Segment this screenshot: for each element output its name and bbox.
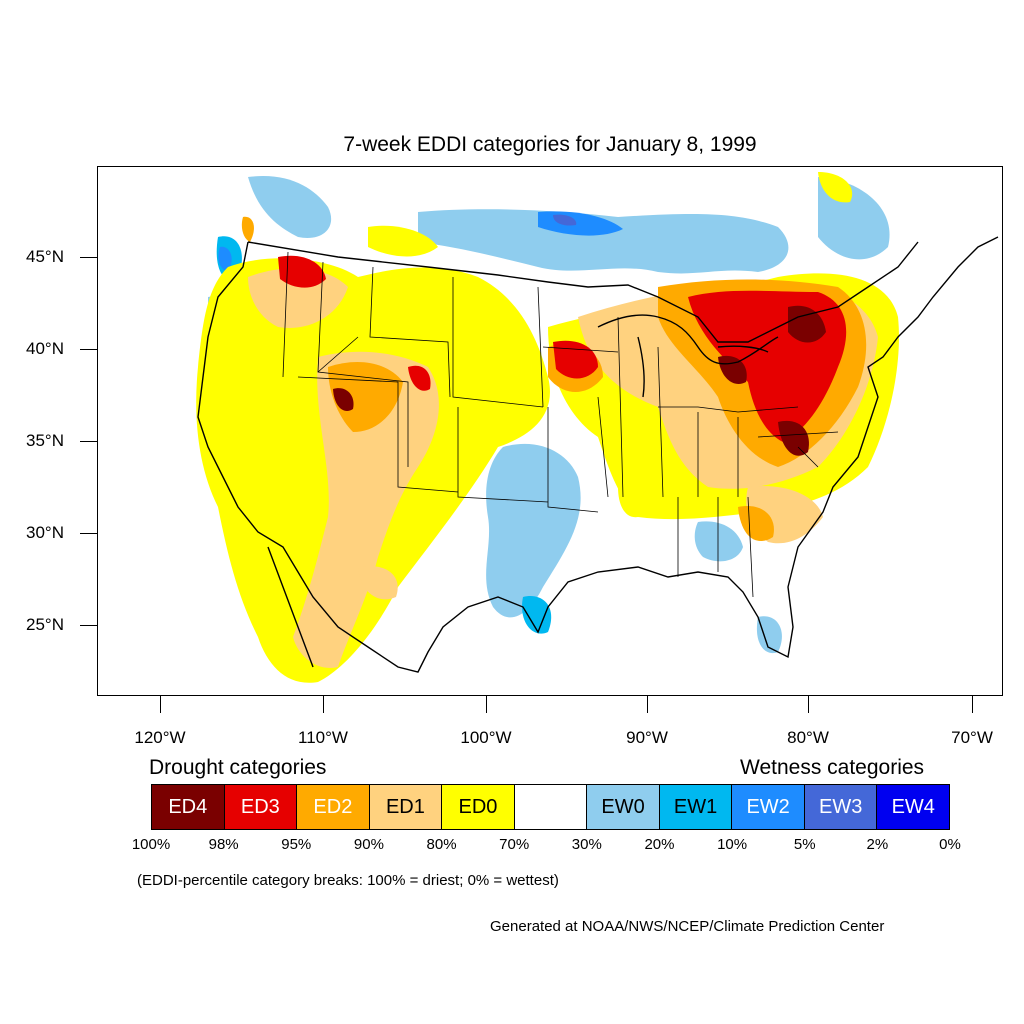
legend-swatch-ed4: ED4 — [152, 785, 225, 829]
lat-tick-40 — [80, 349, 97, 350]
lat-label-45: 45°N — [26, 247, 64, 266]
legend-swatch-ew2: EW2 — [732, 785, 805, 829]
lon-tick-70 — [972, 696, 973, 713]
category-legend: ED4 ED3 ED2 ED1 ED0 EW0 EW1 EW2 EW3 EW4 — [151, 784, 950, 830]
map-frame — [97, 166, 1003, 696]
category-note: (EDDI-percentile category breaks: 100% =… — [137, 872, 559, 889]
category-fields — [196, 172, 899, 683]
percentile-label: 90% — [353, 836, 384, 853]
lon-tick-100 — [486, 696, 487, 713]
percentile-label: 100% — [131, 836, 171, 853]
lat-label-40: 40°N — [26, 339, 64, 358]
lon-label-120: 120°W — [134, 728, 186, 747]
lat-label-30: 30°N — [26, 523, 64, 542]
lon-tick-90 — [647, 696, 648, 713]
lat-label-25: 25°N — [26, 615, 64, 634]
lon-label-110: 110°W — [298, 728, 348, 747]
percentile-label: 5% — [793, 836, 816, 853]
lon-label-100: 100°W — [460, 728, 512, 747]
percentile-label: 95% — [281, 836, 312, 853]
legend-swatch-ed2: ED2 — [297, 785, 370, 829]
baja — [267, 546, 314, 668]
state-borders — [282, 251, 839, 598]
percentile-label: 70% — [499, 836, 530, 853]
lon-label-90: 90°W — [626, 728, 668, 747]
lat-tick-45 — [80, 257, 97, 258]
lon-tick-110 — [323, 696, 324, 713]
percentile-label: 98% — [208, 836, 239, 853]
canada-border — [247, 241, 919, 343]
drought-categories-heading: Drought categories — [149, 756, 327, 779]
wetness-categories-heading: Wetness categories — [740, 756, 925, 779]
legend-swatch-ed1: ED1 — [369, 785, 443, 829]
us-outline — [197, 236, 999, 673]
lon-tick-80 — [808, 696, 809, 713]
map-title: 7-week EDDI categories for January 8, 19… — [343, 133, 757, 156]
lat-tick-35 — [80, 441, 97, 442]
percentile-label: 2% — [866, 836, 889, 853]
legend-swatch-ew1: EW1 — [659, 785, 733, 829]
lat-tick-25 — [80, 625, 97, 626]
percentile-label: 0% — [939, 836, 961, 853]
great-lakes — [597, 314, 779, 398]
lon-tick-120 — [160, 696, 161, 713]
eddi-map — [196, 172, 999, 683]
percentile-label: 80% — [426, 836, 457, 853]
legend-swatch-neutral — [514, 785, 588, 829]
legend-swatch-ew4: EW4 — [877, 785, 950, 829]
lon-label-70: 70°W — [951, 728, 993, 747]
lon-label-80: 80°W — [787, 728, 829, 747]
percentile-label: 30% — [571, 836, 602, 853]
ed4-areas — [333, 305, 826, 456]
lat-tick-30 — [80, 533, 97, 534]
legend-swatch-ew3: EW3 — [804, 785, 878, 829]
legend-swatch-ed3: ED3 — [224, 785, 298, 829]
legend-swatch-ed0: ED0 — [442, 785, 515, 829]
legend-swatch-ew0: EW0 — [587, 785, 660, 829]
lat-label-35: 35°N — [26, 431, 64, 450]
credit-line: Generated at NOAA/NWS/NCEP/Climate Predi… — [490, 918, 885, 935]
percentile-label: 10% — [717, 836, 748, 853]
coastlines — [197, 236, 999, 673]
percentile-label: 20% — [644, 836, 675, 853]
